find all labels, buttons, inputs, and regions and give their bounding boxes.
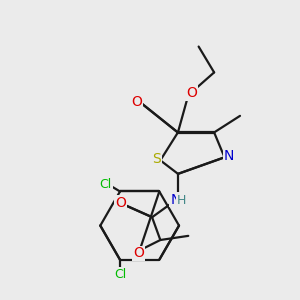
Text: H: H — [177, 194, 186, 207]
Text: O: O — [133, 246, 144, 260]
Text: Cl: Cl — [114, 268, 126, 281]
Text: O: O — [132, 95, 142, 110]
Text: S: S — [152, 152, 161, 166]
Text: O: O — [115, 196, 126, 210]
Text: O: O — [186, 86, 197, 100]
Text: Cl: Cl — [100, 178, 112, 191]
Text: N: N — [224, 149, 234, 163]
Text: N: N — [170, 193, 181, 207]
